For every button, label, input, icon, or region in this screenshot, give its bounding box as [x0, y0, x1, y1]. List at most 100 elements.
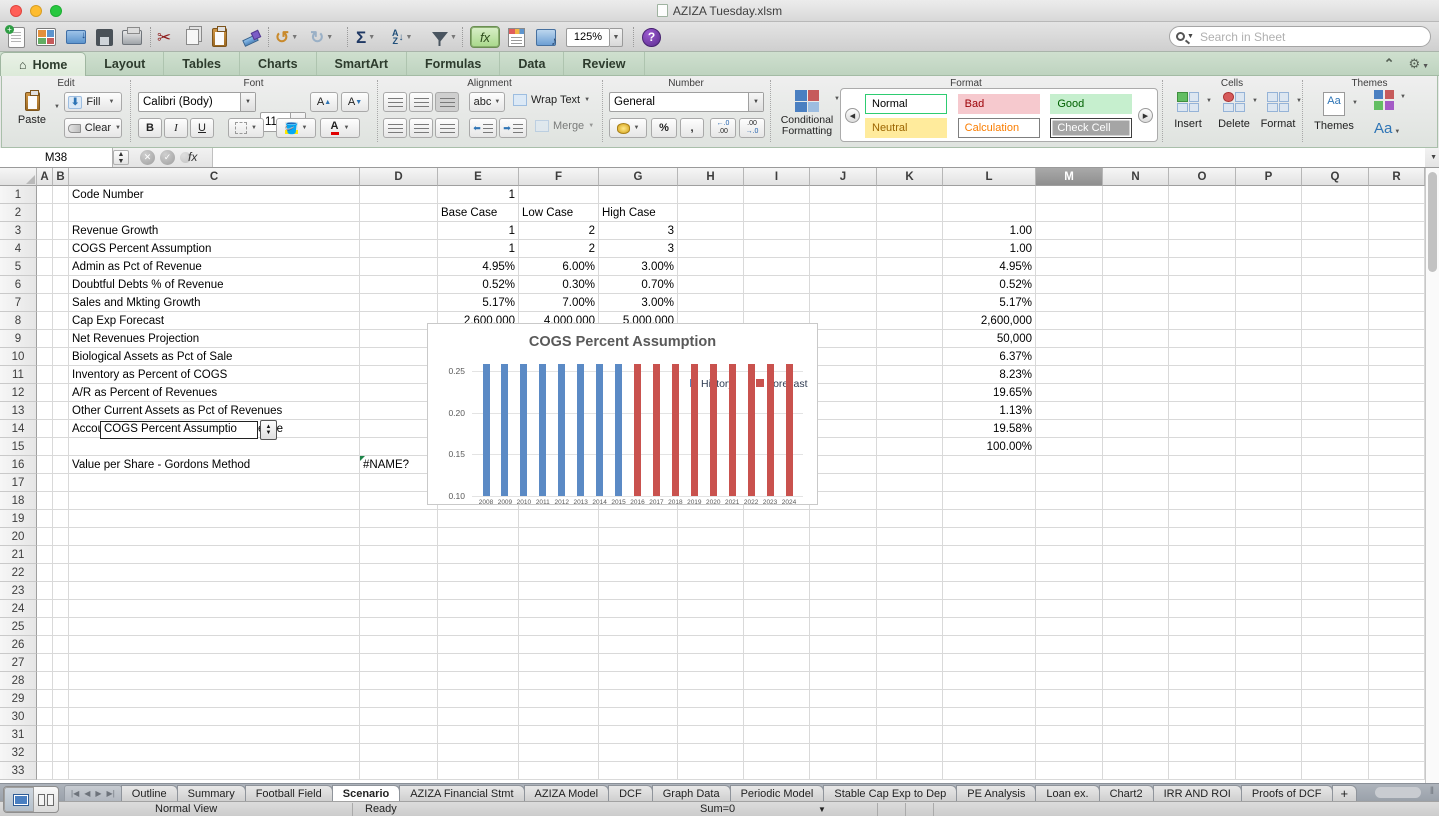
cell-R30[interactable] [1369, 708, 1425, 726]
cell-E25[interactable] [438, 618, 519, 636]
cell-P2[interactable] [1236, 204, 1302, 222]
cell-A10[interactable] [37, 348, 53, 366]
cell-L30[interactable] [943, 708, 1036, 726]
text-orientation-button[interactable]: abc ▼ [469, 92, 505, 112]
cell-K31[interactable] [877, 726, 943, 744]
cell-G24[interactable] [599, 600, 678, 618]
combo-box-value[interactable]: COGS Percent Assumptio [100, 421, 258, 439]
cell-P25[interactable] [1236, 618, 1302, 636]
cell-C1[interactable]: Code Number [69, 186, 360, 204]
paste-button[interactable]: Paste [12, 90, 52, 126]
cell-C15[interactable] [69, 438, 360, 456]
cell-K26[interactable] [877, 636, 943, 654]
cell-M30[interactable] [1036, 708, 1103, 726]
cell-I19[interactable] [744, 510, 810, 528]
cell-K22[interactable] [877, 564, 943, 582]
cell-O8[interactable] [1169, 312, 1236, 330]
column-header-Q[interactable]: Q [1302, 168, 1369, 186]
cell-P15[interactable] [1236, 438, 1302, 456]
cell-K20[interactable] [877, 528, 943, 546]
column-header-K[interactable]: K [877, 168, 943, 186]
cell-F26[interactable] [519, 636, 599, 654]
cell-J11[interactable] [810, 366, 877, 384]
cell-J28[interactable] [810, 672, 877, 690]
cell-I2[interactable] [744, 204, 810, 222]
cell-P13[interactable] [1236, 402, 1302, 420]
cell-D6[interactable] [360, 276, 438, 294]
undo-button[interactable]: ↺ ▼ [275, 27, 299, 47]
cell-G21[interactable] [599, 546, 678, 564]
ribbon-tab-data[interactable]: Data [500, 52, 565, 75]
cell-D22[interactable] [360, 564, 438, 582]
cell-O17[interactable] [1169, 474, 1236, 492]
cell-A26[interactable] [37, 636, 53, 654]
cell-D31[interactable] [360, 726, 438, 744]
cell-M8[interactable] [1036, 312, 1103, 330]
column-header-D[interactable]: D [360, 168, 438, 186]
cell-B26[interactable] [53, 636, 69, 654]
cell-I4[interactable] [744, 240, 810, 258]
cell-E31[interactable] [438, 726, 519, 744]
name-box[interactable]: M38 [0, 148, 113, 167]
cell-A31[interactable] [37, 726, 53, 744]
cell-K32[interactable] [877, 744, 943, 762]
cell-Q30[interactable] [1302, 708, 1369, 726]
sheet-tab-summary[interactable]: Summary [176, 785, 246, 801]
cell-L24[interactable] [943, 600, 1036, 618]
cell-L10[interactable]: 6.37% [943, 348, 1036, 366]
cell-Q4[interactable] [1302, 240, 1369, 258]
cell-Q27[interactable] [1302, 654, 1369, 672]
cell-M21[interactable] [1036, 546, 1103, 564]
cell-O28[interactable] [1169, 672, 1236, 690]
cell-L12[interactable]: 19.65% [943, 384, 1036, 402]
cell-M18[interactable] [1036, 492, 1103, 510]
cell-P23[interactable] [1236, 582, 1302, 600]
name-box-stepper[interactable]: ▲ ▼ [113, 150, 129, 165]
cell-E22[interactable] [438, 564, 519, 582]
cell-R9[interactable] [1369, 330, 1425, 348]
cell-P19[interactable] [1236, 510, 1302, 528]
align-left-button[interactable] [383, 118, 407, 138]
cell-L28[interactable] [943, 672, 1036, 690]
cell-F32[interactable] [519, 744, 599, 762]
cell-G3[interactable]: 3 [599, 222, 678, 240]
cell-Q8[interactable] [1302, 312, 1369, 330]
cell-K28[interactable] [877, 672, 943, 690]
cell-Q1[interactable] [1302, 186, 1369, 204]
cell-E21[interactable] [438, 546, 519, 564]
cell-L19[interactable] [943, 510, 1036, 528]
print-button[interactable] [122, 25, 142, 49]
cell-D21[interactable] [360, 546, 438, 564]
cell-C9[interactable]: Net Revenues Projection [69, 330, 360, 348]
insert-cells-button[interactable]: ▼ Insert [1168, 92, 1212, 130]
column-header-P[interactable]: P [1236, 168, 1302, 186]
cell-P6[interactable] [1236, 276, 1302, 294]
cell-R7[interactable] [1369, 294, 1425, 312]
cell-N31[interactable] [1103, 726, 1169, 744]
cell-L23[interactable] [943, 582, 1036, 600]
ribbon-settings-gear-icon[interactable]: ⚙ ▼ [1408, 56, 1429, 71]
cell-P18[interactable] [1236, 492, 1302, 510]
row-header-23[interactable]: 23 [0, 582, 37, 600]
cell-F2[interactable]: Low Case [519, 204, 599, 222]
cell-N11[interactable] [1103, 366, 1169, 384]
cell-K14[interactable] [877, 420, 943, 438]
cell-I28[interactable] [744, 672, 810, 690]
theme-fonts-button[interactable]: Aa ▼ [1374, 120, 1401, 137]
cell-A28[interactable] [37, 672, 53, 690]
cell-D20[interactable] [360, 528, 438, 546]
cell-H19[interactable] [678, 510, 744, 528]
cell-A13[interactable] [37, 402, 53, 420]
cell-I29[interactable] [744, 690, 810, 708]
column-header-H[interactable]: H [678, 168, 744, 186]
cell-N12[interactable] [1103, 384, 1169, 402]
cell-O24[interactable] [1169, 600, 1236, 618]
styles-previous-icon[interactable]: ◀ [845, 108, 860, 123]
cell-P7[interactable] [1236, 294, 1302, 312]
cell-M29[interactable] [1036, 690, 1103, 708]
help-button[interactable]: ? [642, 25, 661, 49]
cell-Q16[interactable] [1302, 456, 1369, 474]
cell-E6[interactable]: 0.52% [438, 276, 519, 294]
cell-I25[interactable] [744, 618, 810, 636]
cell-M26[interactable] [1036, 636, 1103, 654]
